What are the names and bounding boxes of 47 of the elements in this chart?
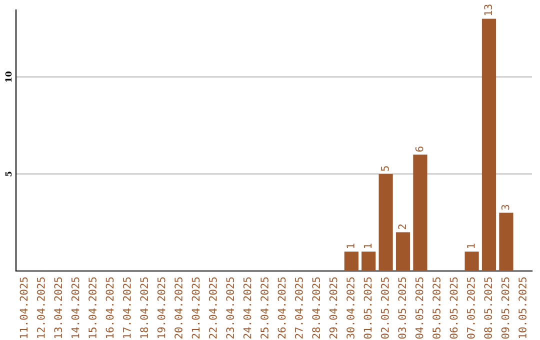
data-label: 5	[381, 166, 389, 171]
x-tick-label: 26.04.2025	[278, 277, 286, 338]
x-tick-label: 17.04.2025	[122, 277, 131, 338]
bar	[378, 174, 393, 271]
data-label: 1	[346, 244, 354, 248]
data-label: 1	[467, 244, 475, 248]
x-tick-label: 27.04.2025	[294, 277, 303, 338]
data-label: 6	[415, 146, 424, 152]
x-tick-label: 22.04.2025	[208, 277, 217, 338]
x-tick-label: 02.05.2025	[380, 277, 389, 339]
data-label: 3	[501, 204, 510, 210]
x-tick-label: 14.04.2025	[71, 277, 80, 338]
x-tick-label: 08.05.2025	[484, 277, 492, 339]
bar	[344, 252, 358, 271]
bar	[396, 232, 410, 271]
x-tick-label: 11.04.2025	[20, 277, 28, 338]
x-tick-label: 09.05.2025	[501, 277, 510, 339]
data-label: 13	[484, 4, 492, 16]
x-tick-label: 07.05.2025	[466, 277, 475, 339]
x-tick-label: 15.04.2025	[88, 277, 96, 338]
x-tick-label: 30.04.2025	[346, 277, 354, 339]
x-tick-label: 10.05.2025	[518, 277, 526, 338]
y-tick-label: 10	[5, 72, 12, 82]
x-tick-label: 29.04.2025	[329, 277, 338, 338]
x-tick-label: 16.04.2025	[106, 277, 114, 338]
data-label: 1	[364, 244, 372, 248]
x-tick-label: 13.04.2025	[54, 277, 62, 338]
x-tick-label: 05.05.2025	[432, 277, 440, 339]
x-tick-label: 24.04.2025	[243, 277, 252, 338]
x-tick-label: 18.04.2025	[140, 277, 148, 338]
x-tick-label: 21.04.2025	[192, 277, 200, 338]
x-tick-label: 06.05.2025	[450, 277, 458, 339]
x-tick-label: 04.05.2025	[415, 277, 424, 339]
data-label: 2	[398, 224, 406, 230]
bar	[413, 154, 428, 271]
x-tick-label: 19.04.2025	[157, 277, 166, 338]
x-tick-label: 20.04.2025	[174, 277, 182, 338]
bar	[464, 252, 479, 271]
bar	[482, 18, 496, 271]
bar	[362, 252, 376, 271]
bar	[499, 212, 514, 271]
x-tick-label: 25.04.2025	[260, 277, 268, 338]
x-tick-label: 23.04.2025	[226, 277, 234, 338]
x-tick-label: 28.04.2025	[312, 277, 320, 338]
x-tick-label: 01.05.2025	[364, 277, 372, 339]
x-tick-label: 03.05.2025	[398, 277, 406, 339]
x-tick-label: 12.04.2025	[36, 277, 45, 338]
